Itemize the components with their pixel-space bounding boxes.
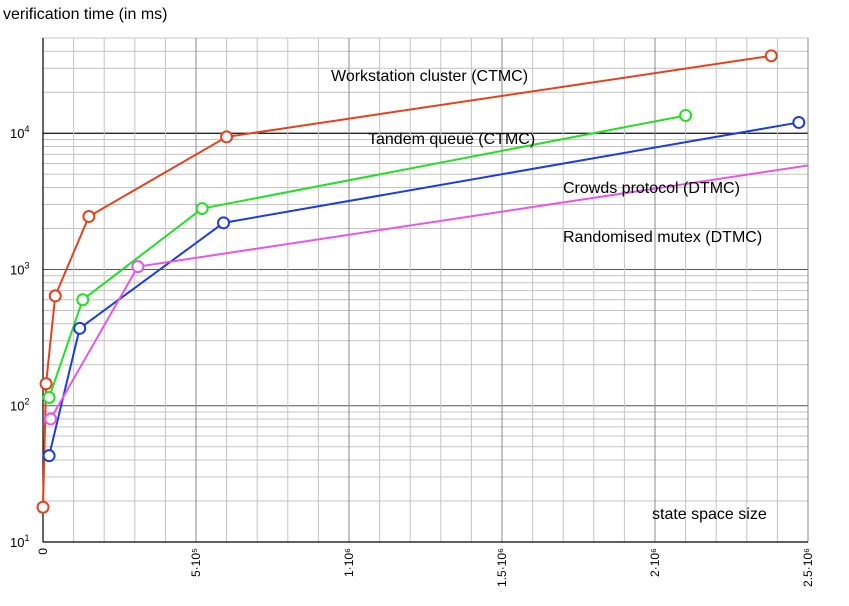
y-axis-title: verification time (in ms) bbox=[3, 6, 168, 23]
data-point bbox=[48, 289, 62, 303]
x-tick-label: 1·10⁶ bbox=[342, 548, 356, 577]
x-tick-label: 2.5·10⁶ bbox=[801, 548, 815, 587]
data-point bbox=[36, 500, 50, 514]
x-axis-title: state space size bbox=[652, 506, 767, 523]
y-tick-label: 104 bbox=[10, 124, 29, 141]
series-line bbox=[48, 114, 686, 398]
x-tick-label: 2·10⁶ bbox=[648, 548, 662, 577]
x-tick-label: 5·10⁵ bbox=[189, 548, 203, 577]
data-point bbox=[42, 449, 56, 463]
y-tick-label: 102 bbox=[10, 397, 29, 414]
series-line bbox=[48, 121, 799, 456]
data-point bbox=[73, 321, 87, 335]
data-point bbox=[679, 108, 693, 122]
series-lines bbox=[36, 49, 809, 514]
data-point bbox=[76, 293, 90, 307]
plot-area bbox=[42, 37, 809, 543]
y-tick-label: 103 bbox=[10, 260, 29, 277]
data-point bbox=[217, 216, 231, 230]
axes: 101 102 103 104 0 5·10⁵ 1·10⁶ 1.5·10⁶ 2·10⁶ 2.5·1… bbox=[10, 38, 815, 587]
series-label: Workstation cluster (CTMC) bbox=[331, 68, 528, 85]
series-labels: Workstation cluster (CTMC) Tandem queue (… bbox=[331, 68, 762, 246]
data-point bbox=[44, 412, 58, 426]
grid bbox=[42, 37, 809, 543]
data-point bbox=[764, 49, 778, 63]
series-label: Randomised mutex (DTMC) bbox=[563, 229, 762, 246]
series-line bbox=[42, 54, 772, 508]
series-label: Crowds protocol (DTMC) bbox=[563, 180, 740, 197]
data-point bbox=[792, 115, 806, 129]
data-point bbox=[39, 377, 53, 391]
data-point bbox=[131, 260, 145, 274]
data-point bbox=[82, 209, 96, 223]
x-tick-label: 1.5·10⁶ bbox=[495, 548, 509, 587]
data-point bbox=[220, 130, 234, 144]
data-point bbox=[42, 390, 56, 404]
y-tick-label: 101 bbox=[10, 533, 29, 550]
data-point bbox=[195, 202, 209, 216]
x-tick-label: 0 bbox=[36, 548, 50, 555]
series-label: Tandem queue (CTMC) bbox=[368, 131, 535, 148]
